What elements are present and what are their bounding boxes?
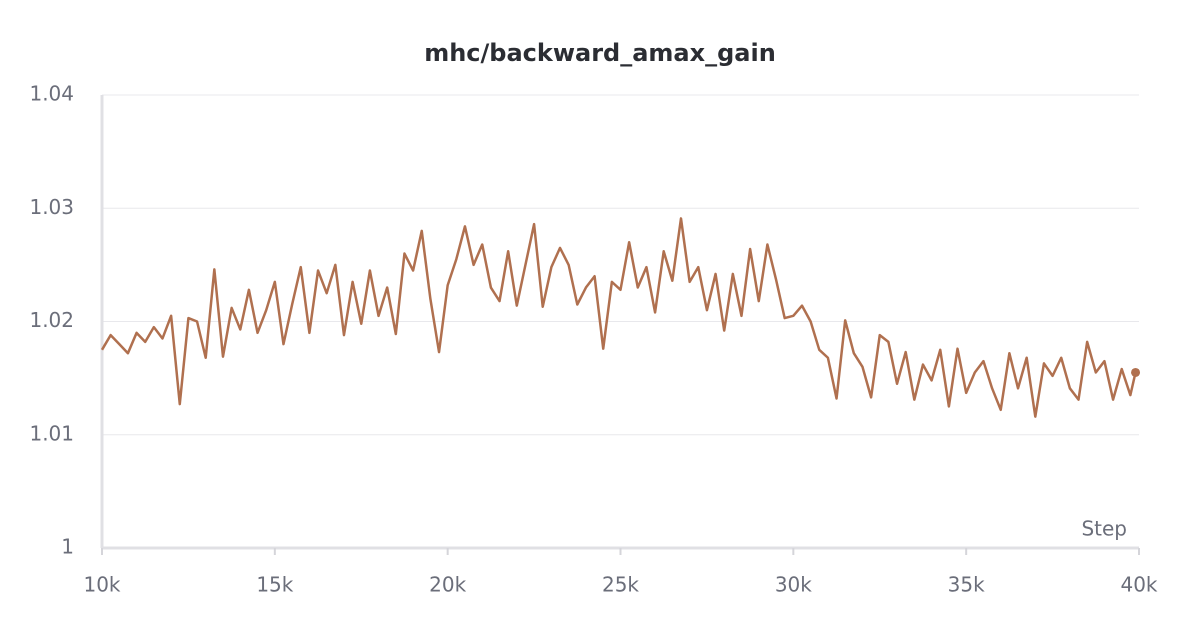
- y-tick-label: 1.04: [29, 82, 74, 106]
- y-tick-label: 1.01: [29, 421, 74, 445]
- x-tick-label: 35k: [948, 573, 985, 597]
- x-tick-label: 20k: [429, 573, 466, 597]
- x-axis-label: Step: [1081, 517, 1127, 541]
- y-tick-label: 1: [61, 535, 74, 559]
- x-tick-label: 15k: [256, 573, 293, 597]
- x-tick-label: 30k: [775, 573, 812, 597]
- end-marker: [1131, 367, 1141, 377]
- x-tick-label: 40k: [1120, 573, 1157, 597]
- y-tick-label: 1.03: [29, 195, 74, 219]
- chart-title: mhc/backward_amax_gain: [424, 39, 776, 67]
- x-tick-label: 25k: [602, 573, 639, 597]
- y-tick-label: 1.02: [29, 308, 74, 332]
- data-line: [100, 217, 1137, 418]
- x-tick-label: 10k: [83, 573, 120, 597]
